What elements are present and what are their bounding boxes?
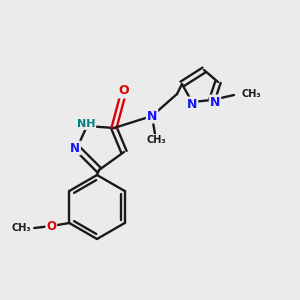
Text: N: N <box>187 98 197 110</box>
Text: CH₃: CH₃ <box>12 223 31 233</box>
Text: O: O <box>46 220 56 232</box>
Text: N: N <box>70 142 80 154</box>
Text: O: O <box>119 85 129 98</box>
Text: NH: NH <box>77 119 95 129</box>
Text: CH₃: CH₃ <box>242 89 262 99</box>
Text: N: N <box>147 110 157 122</box>
Text: N: N <box>210 95 220 109</box>
Text: CH₃: CH₃ <box>146 135 166 145</box>
